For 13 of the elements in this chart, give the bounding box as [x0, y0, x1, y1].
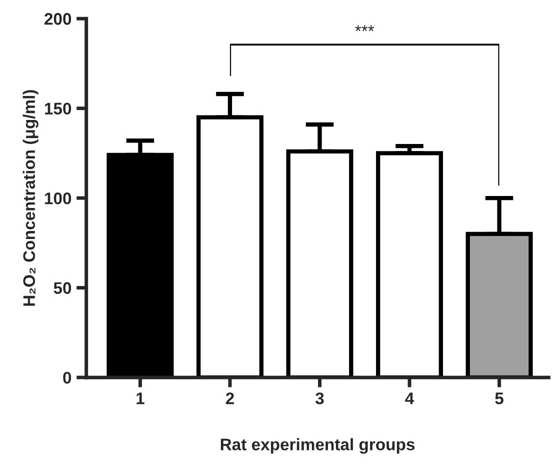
y-tick-label: 100: [44, 192, 72, 204]
x-axis-title: Rat experimental groups: [220, 438, 415, 454]
y-axis-title: H₂O₂ Concentration (μg/ml): [22, 90, 38, 306]
y-tick-label: 0: [63, 372, 72, 384]
annotation: ***: [355, 25, 374, 32]
x-tick-label: 4: [405, 392, 414, 404]
x-tick-label: 5: [495, 392, 504, 404]
x-tick-label: 1: [136, 392, 144, 404]
y-tick-label: 200: [44, 13, 72, 25]
y-tick-label: 150: [44, 102, 72, 115]
x-tick-label: 3: [315, 392, 324, 404]
x-tick-label: 2: [226, 392, 234, 404]
y-tick-label: 50: [54, 282, 72, 294]
